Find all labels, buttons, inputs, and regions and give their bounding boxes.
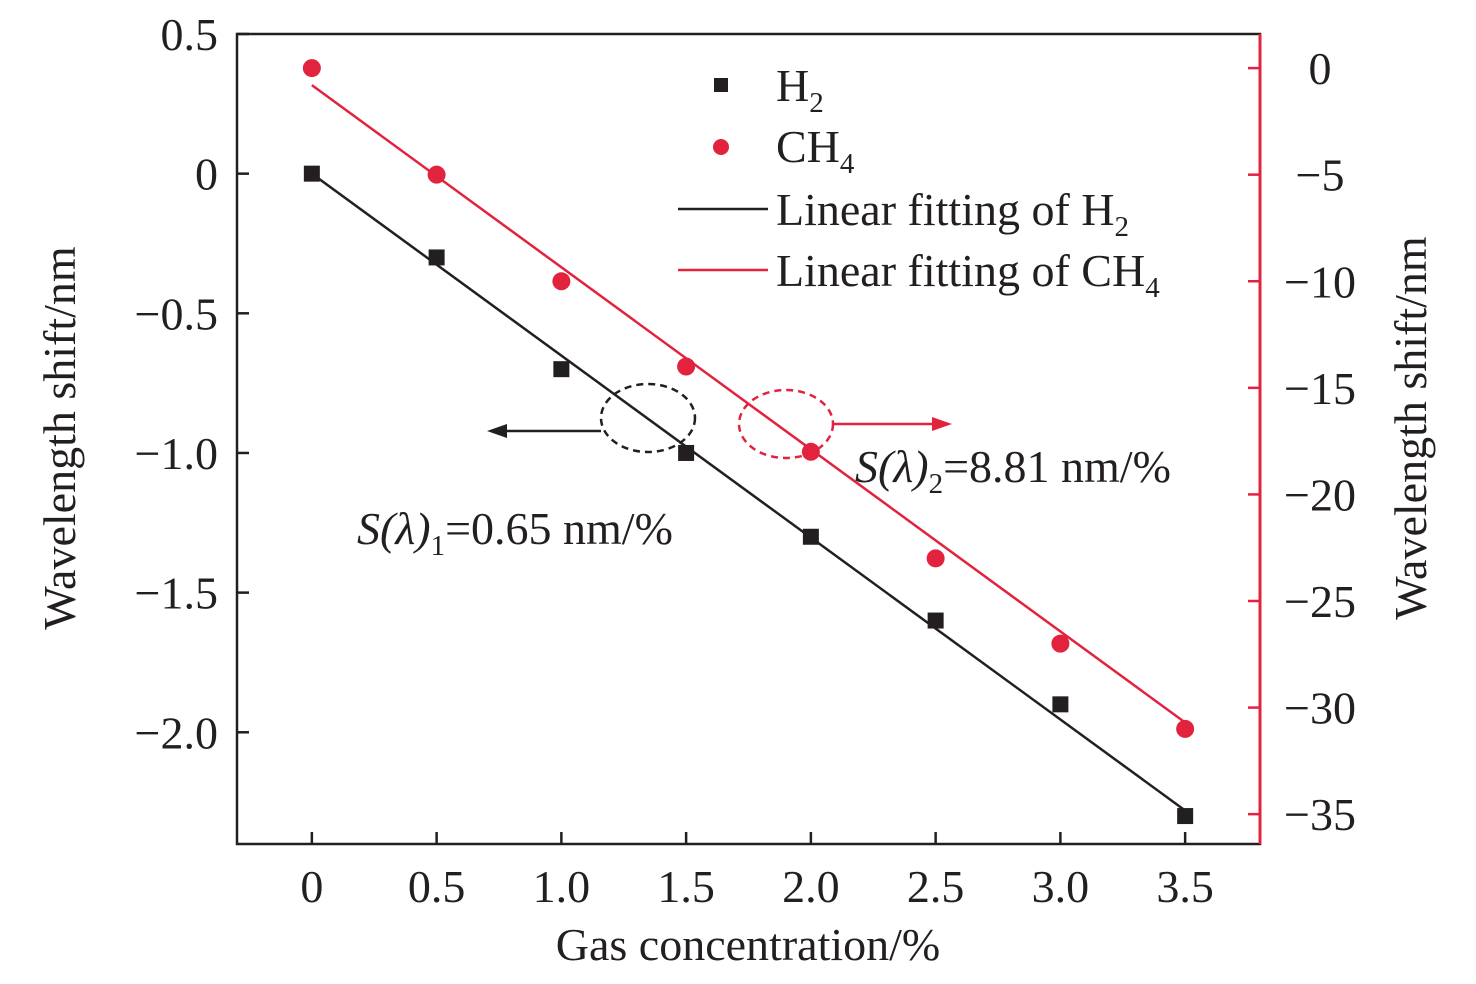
legend: H2 CH4 Linear fitting of H2 Linear fitti… — [678, 60, 1160, 304]
data-point-h2 — [553, 361, 570, 378]
arrow-left-icon — [487, 424, 507, 438]
dashed-ellipse-h2 — [599, 382, 697, 454]
x-tick-label: 0.5 — [408, 861, 466, 912]
data-point-ch4 — [1051, 634, 1070, 653]
data-point-ch4 — [552, 272, 571, 291]
data-point-h2 — [1052, 696, 1069, 713]
x-tick-label: 2.0 — [782, 861, 840, 912]
x-tick-label: 0 — [300, 861, 323, 912]
right-y-tick-label: −35 — [1284, 789, 1356, 840]
right-y-axis-title: Wavelength shift/nm — [1385, 236, 1436, 620]
right-y-axis: 0 −5 −10 −15 −20 −25 −30 −35 — [1248, 43, 1356, 840]
legend-marker-h2 — [714, 78, 728, 92]
sensitivity-label-ch4: S(λ)2=8.81 nm/% — [855, 441, 1171, 500]
series-points — [302, 59, 1195, 825]
legend-label-ch4-fit: Linear fitting of CH4 — [776, 245, 1160, 304]
left-y-tick-label: −1.5 — [135, 568, 218, 619]
data-point-h2 — [303, 165, 320, 182]
data-point-h2 — [428, 249, 445, 266]
left-y-axis-title: Wavelength shift/nm — [34, 246, 85, 630]
left-y-tick-label: −1.0 — [135, 428, 218, 479]
right-y-tick-label: 0 — [1309, 43, 1332, 94]
left-y-axis: 0.5 0 −0.5 −1.0 −1.5 −2.0 — [135, 9, 249, 758]
left-y-tick-label: 0.5 — [161, 9, 219, 60]
dashed-ellipse-ch4 — [737, 388, 835, 460]
x-axis-title: Gas concentration/% — [556, 919, 940, 970]
left-y-tick-label: −0.5 — [135, 288, 218, 339]
left-y-tick-label: −2.0 — [135, 707, 218, 758]
right-y-tick-label: −25 — [1284, 576, 1356, 627]
sensitivity-label-h2: S(λ)1=0.65 nm/% — [357, 503, 673, 562]
x-tick-label: 3.5 — [1156, 861, 1214, 912]
legend-label-h2: H2 — [776, 60, 824, 119]
data-point-ch4 — [1176, 719, 1195, 738]
data-point-h2 — [1177, 808, 1194, 825]
annotation-left-axis: S(λ)1=0.65 nm/% — [357, 382, 697, 562]
legend-marker-ch4 — [713, 139, 729, 155]
data-point-h2 — [802, 528, 819, 545]
data-point-ch4 — [427, 165, 446, 184]
right-y-tick-label: −15 — [1284, 363, 1356, 414]
legend-label-ch4: CH4 — [776, 121, 855, 180]
data-point-ch4 — [677, 357, 696, 376]
data-point-ch4 — [302, 59, 321, 78]
left-y-tick-label: 0 — [195, 149, 218, 200]
right-y-tick-label: −10 — [1284, 256, 1356, 307]
data-point-h2 — [927, 612, 944, 629]
data-point-h2 — [678, 444, 695, 461]
x-axis: 0 0.5 1.0 1.5 2.0 2.5 3.0 3.5 — [300, 832, 1214, 912]
plot-frame — [235, 32, 1262, 846]
x-tick-label: 1.5 — [657, 861, 715, 912]
x-tick-label: 3.0 — [1032, 861, 1090, 912]
arrow-right-icon — [932, 417, 952, 431]
legend-label-h2-fit: Linear fitting of H2 — [776, 184, 1129, 243]
right-y-tick-label: −30 — [1284, 683, 1356, 734]
fit-line-h2 — [311, 172, 1186, 812]
right-y-tick-label: −20 — [1284, 469, 1356, 520]
x-tick-label: 2.5 — [907, 861, 965, 912]
right-y-tick-label: −5 — [1296, 150, 1345, 201]
data-point-ch4 — [926, 549, 945, 568]
x-tick-label: 1.0 — [533, 861, 591, 912]
annotation-right-axis: S(λ)2=8.81 nm/% — [737, 388, 1171, 500]
